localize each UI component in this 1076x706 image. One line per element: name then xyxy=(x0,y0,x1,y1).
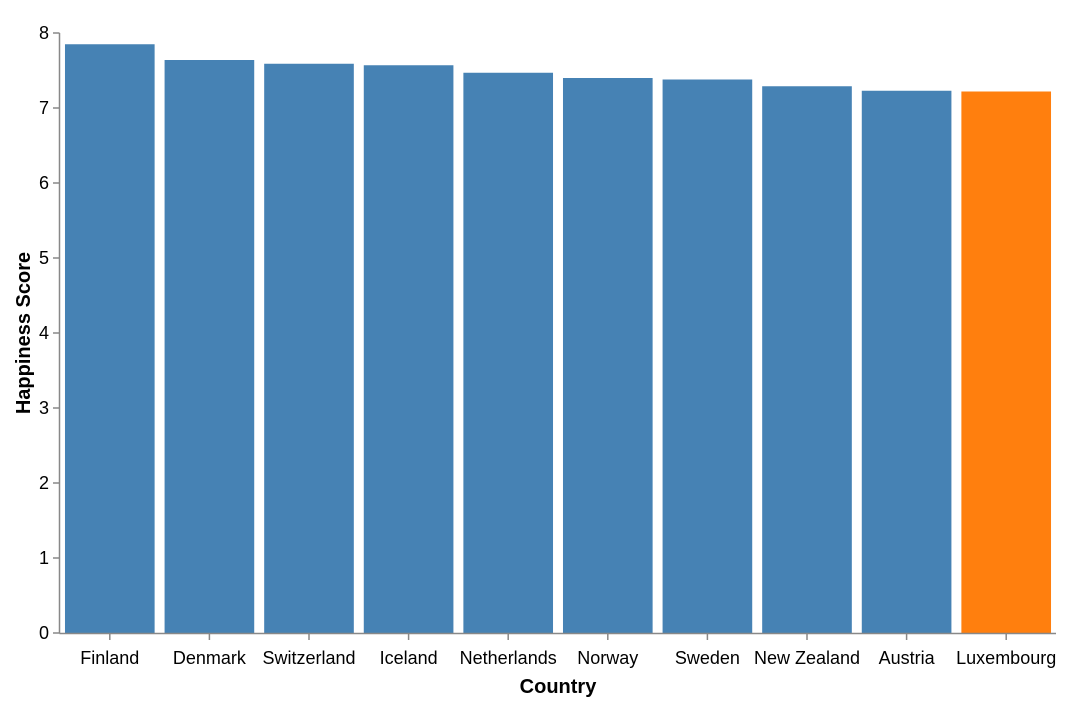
bar-norway xyxy=(562,78,653,633)
y-tick-label: 8 xyxy=(39,23,49,43)
x-axis-title: Country xyxy=(520,676,598,698)
x-tick-label: New Zealand xyxy=(754,648,860,668)
x-tick-label: Sweden xyxy=(675,648,740,668)
y-tick-label: 0 xyxy=(39,623,49,643)
x-tick-label: Iceland xyxy=(380,648,438,668)
bar-netherlands xyxy=(463,72,554,633)
bar-luxembourg xyxy=(961,91,1052,633)
x-axis: Finland Denmark Switzerland Iceland Netherla… xyxy=(59,632,1056,668)
bar-austria xyxy=(861,90,952,633)
x-tick-label: Norway xyxy=(577,648,638,668)
x-tick-label: Netherlands xyxy=(460,648,557,668)
x-tick-label: Denmark xyxy=(173,648,247,668)
y-tick-label: 6 xyxy=(39,173,49,193)
bar-new-zealand xyxy=(762,86,852,633)
x-tick-label: Switzerland xyxy=(262,648,355,668)
y-axis-title: Happiness Score xyxy=(13,252,35,414)
plot-area: 0 1 2 3 4 5 6 7 8 Finland Denmark Switzerland Icela… xyxy=(39,23,1056,668)
y-tick-label: 7 xyxy=(39,98,49,118)
x-tick-label: Austria xyxy=(879,648,936,668)
bars-group xyxy=(64,44,1052,633)
bar-sweden xyxy=(662,79,753,633)
y-tick-label: 3 xyxy=(39,398,49,418)
y-axis: 0 1 2 3 4 5 6 7 8 xyxy=(39,23,61,643)
y-tick-label: 2 xyxy=(39,473,49,493)
bar-iceland xyxy=(363,65,454,633)
x-tick-label: Luxembourg xyxy=(956,648,1056,668)
bar-finland xyxy=(64,44,155,633)
bar-denmark xyxy=(164,60,255,633)
bar-switzerland xyxy=(264,63,354,633)
y-tick-label: 1 xyxy=(39,548,49,568)
x-tick-label: Finland xyxy=(80,648,139,668)
y-tick-label: 4 xyxy=(39,323,49,343)
y-tick-label: 5 xyxy=(39,248,49,268)
